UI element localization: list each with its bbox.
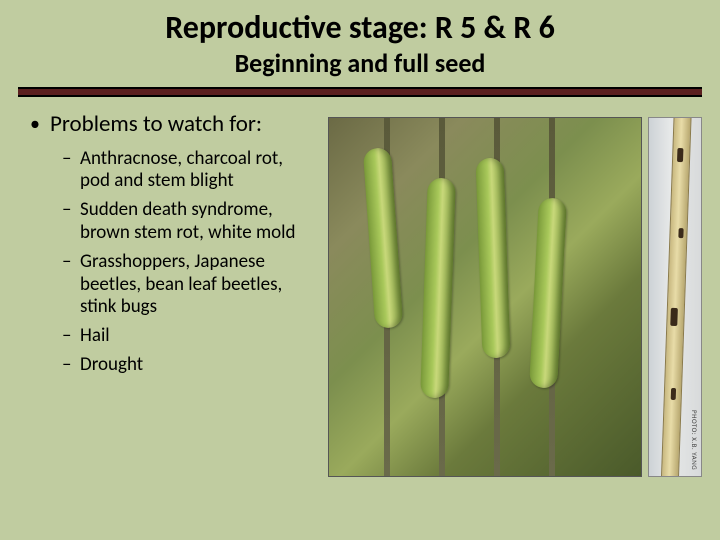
slide: Reproductive stage: R 5 & R 6 Beginning … — [0, 0, 720, 540]
slide-title: Reproductive stage: R 5 & R 6 — [40, 10, 680, 45]
lesion-mark — [671, 388, 676, 400]
sub-bullet: Grasshoppers, Japanese beetles, bean lea… — [62, 251, 314, 319]
lesion-mark — [677, 148, 683, 162]
soybean-pod — [363, 147, 403, 329]
soybean-pod — [420, 178, 456, 399]
soybean-pod — [529, 198, 567, 389]
title-underline-rule — [18, 87, 702, 97]
soybean-pod — [476, 158, 511, 359]
lead-bullet: • Problems to watch for: — [24, 111, 314, 137]
text-column: • Problems to watch for: Anthracnose, ch… — [24, 111, 314, 477]
sub-bullet: Sudden death syndrome, brown stem rot, w… — [62, 199, 314, 245]
content-row: • Problems to watch for: Anthracnose, ch… — [0, 97, 720, 477]
lesion-mark — [670, 308, 678, 326]
sub-bullet: Drought — [62, 354, 314, 377]
sub-bullet: Hail — [62, 325, 314, 348]
bullet-dot-icon: • — [30, 113, 40, 136]
lesion-mark — [678, 228, 683, 238]
side-image: PHOTO: X.B. YANG — [648, 117, 702, 477]
lead-bullet-text: Problems to watch for: — [50, 111, 262, 137]
sub-bullet-list: Anthracnose, charcoal rot, pod and stem … — [24, 148, 314, 377]
title-block: Reproductive stage: R 5 & R 6 Beginning … — [0, 10, 720, 79]
slide-subtitle: Beginning and full seed — [40, 47, 680, 79]
sub-bullet: Anthracnose, charcoal rot, pod and stem … — [62, 148, 314, 194]
stem-sample — [660, 117, 692, 477]
image-credit: PHOTO: X.B. YANG — [690, 410, 699, 470]
image-column: PHOTO: X.B. YANG — [328, 111, 702, 477]
main-image — [328, 117, 642, 477]
